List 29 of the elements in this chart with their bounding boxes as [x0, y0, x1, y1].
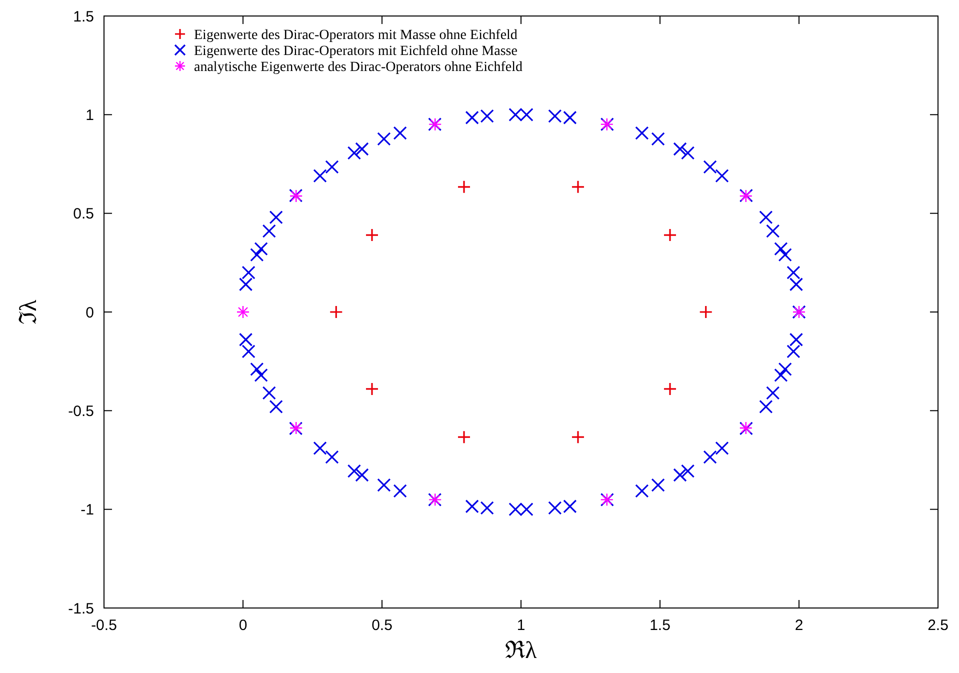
legend-label: analytische Eigenwerte des Dirac-Operators ohne Eichfeld	[194, 60, 522, 75]
point	[699, 305, 713, 319]
x-axis-title: ℜλ	[505, 638, 538, 664]
y-axis-title: ℑλ	[16, 299, 42, 324]
y-tick-label: 1	[86, 106, 94, 124]
point	[365, 228, 379, 242]
y-tick-label: -1.5	[68, 600, 94, 618]
point	[457, 430, 471, 444]
point	[663, 228, 677, 242]
y-tick-label: -0.5	[68, 402, 94, 420]
legend-label: Eigenwerte des Dirac-Operators mit Masse ohne Eichfeld	[194, 28, 518, 43]
point	[329, 305, 343, 319]
x-tick-label: 2.5	[928, 617, 948, 634]
point	[571, 430, 585, 444]
y-tick-label: 1.5	[73, 8, 94, 26]
legend-label: Eigenwerte des Dirac-Operators mit Eichfeld ohne Masse	[194, 44, 518, 59]
x-tick-label: 0	[238, 617, 248, 634]
y-tick-label: -1	[80, 502, 94, 519]
y-tick-label: 0.5	[73, 206, 94, 223]
x-tick-label: 1	[516, 617, 526, 634]
x-tick-label: 1.5	[650, 617, 670, 634]
point	[365, 382, 379, 396]
x-tick-label: 0.5	[372, 617, 392, 634]
x-tick-label: 2	[794, 617, 804, 634]
point	[571, 180, 585, 194]
point	[236, 305, 250, 319]
y-tick-label: 0	[86, 304, 94, 322]
point	[457, 180, 471, 194]
point	[663, 382, 677, 396]
